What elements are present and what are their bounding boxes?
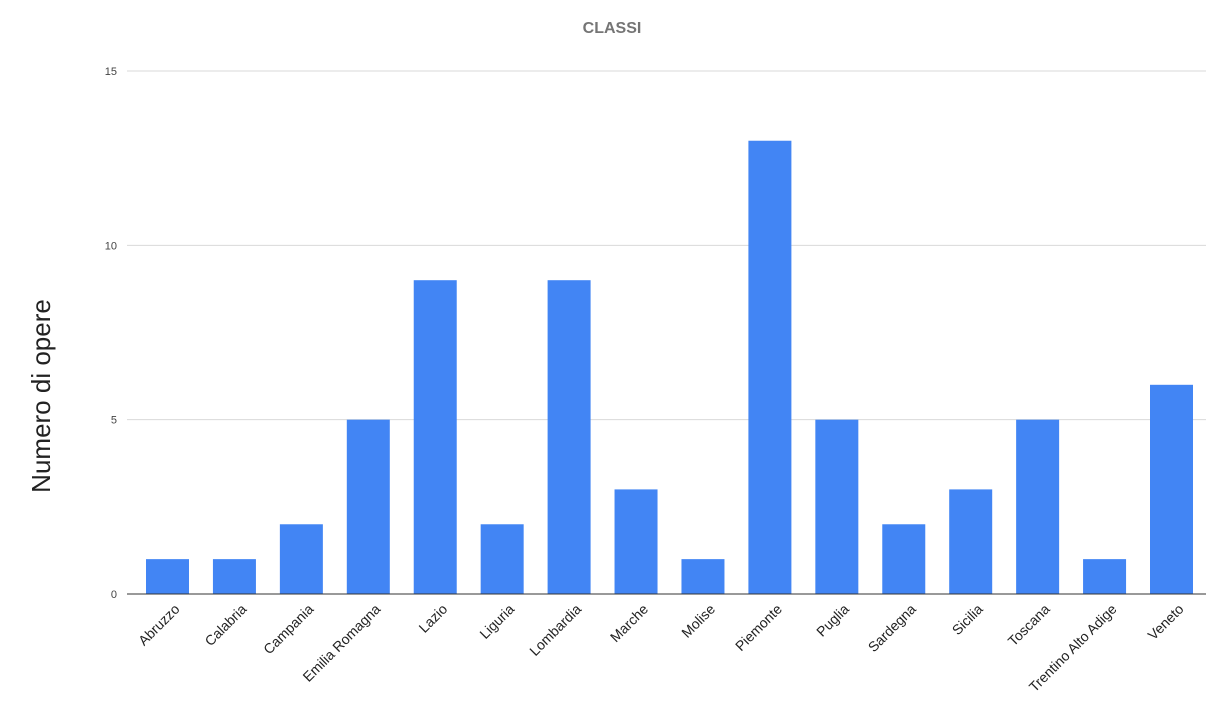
y-axis-ticks: 0 5 10 15	[105, 66, 117, 601]
x-tick-label: Calabria	[201, 601, 249, 649]
x-tick-label: Lombardia	[526, 601, 584, 659]
bar-puglia	[815, 419, 859, 594]
chart-title: CLASSI	[583, 20, 642, 37]
y-tick-label: 0	[111, 589, 117, 601]
y-tick-label: 10	[105, 240, 117, 252]
x-tick-label: Molise	[678, 601, 718, 641]
x-tick-label: Puglia	[813, 601, 852, 640]
bar-liguria	[480, 524, 524, 594]
bar-abruzzo	[146, 559, 189, 594]
bar-sicilia	[949, 489, 993, 594]
bar-campania	[279, 524, 323, 594]
bar-toscana	[1016, 419, 1060, 594]
y-tick-label: 15	[105, 66, 117, 78]
y-axis-label: Numero di opere	[26, 299, 56, 493]
bar-trentino-alto-adige	[1083, 559, 1127, 594]
gridlines	[127, 70, 1206, 421]
bars	[146, 140, 1193, 594]
x-tick-label: Sardegna	[865, 601, 919, 655]
bar-piemonte	[748, 140, 792, 594]
bar-emilia-romagna	[346, 419, 390, 594]
x-tick-label: Campania	[260, 601, 317, 658]
x-tick-label: Lazio	[415, 601, 450, 636]
x-tick-label: Veneto	[1144, 601, 1186, 643]
bar-lazio	[413, 280, 457, 594]
x-tick-label: Sicilia	[949, 601, 986, 638]
y-tick-label: 5	[111, 415, 117, 427]
x-tick-label: Abruzzo	[135, 601, 183, 649]
bar-veneto	[1150, 384, 1193, 594]
bar-sardegna	[882, 524, 926, 594]
x-tick-label: Toscana	[1005, 601, 1053, 649]
x-tick-label: Marche	[607, 601, 651, 645]
x-tick-label: Liguria	[476, 601, 517, 642]
bar-calabria	[212, 559, 256, 594]
bar-marche	[614, 489, 658, 594]
bar-molise	[681, 559, 725, 594]
bar-lombardia	[547, 280, 591, 594]
x-tick-label: Piemonte	[732, 601, 785, 654]
